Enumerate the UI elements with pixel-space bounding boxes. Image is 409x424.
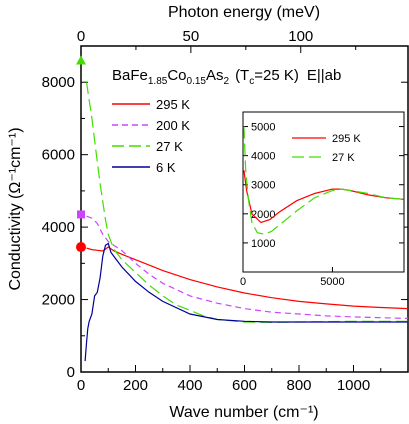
inset-y-tick-label: 3000	[251, 180, 275, 192]
inset-x-tick-label: 0	[240, 276, 246, 288]
x-tick-label: 200	[123, 377, 148, 394]
title-tc-value: =25 K)	[254, 67, 299, 84]
legend-label: 295 K	[156, 97, 190, 112]
title-co-subscript: 0.15	[187, 76, 207, 87]
series-line-6k	[84, 242, 408, 362]
legend-label: 6 K	[156, 160, 176, 175]
dc-marker-27k	[76, 55, 86, 65]
series-line-295k	[86, 246, 409, 310]
title-tc-open: (T	[235, 67, 249, 84]
y-tick-label: 6000	[42, 147, 75, 164]
inset-legend-label: 27 K	[332, 152, 355, 164]
x-tick-label: 0	[77, 377, 85, 394]
inset-series-line-295k	[243, 170, 405, 224]
x-tick-label: 600	[232, 377, 257, 394]
tick-group: 0 200 400 600 800 1000 0 2000 4000 6000 8000 0 50 100	[42, 28, 408, 394]
inset-series-line-27k	[243, 126, 405, 235]
y-tick-label: 8000	[42, 74, 75, 91]
inset-legend-label: 295 K	[332, 133, 361, 145]
title-polarization: E||ab	[307, 67, 341, 84]
title-fe-subscript: 1.85	[148, 76, 168, 87]
legend-label: 200 K	[156, 118, 190, 133]
inset-frame	[242, 111, 405, 273]
x-tick-label: 1000	[337, 377, 370, 394]
top-tick-label: 100	[288, 28, 313, 45]
title-co: Co	[167, 67, 186, 84]
x-tick-label: 400	[177, 377, 202, 394]
inset-x-tick-label: 5000	[320, 276, 344, 288]
inset-y-tick-label: 2000	[251, 209, 275, 221]
inset-series-group	[243, 126, 405, 235]
x-axis-title: Wave number (cm⁻¹)	[169, 404, 318, 421]
inset-legend: 295 K 27 K	[292, 133, 361, 164]
y-tick-label: 4000	[42, 219, 75, 236]
top-tick-label: 0	[77, 28, 85, 45]
y-axis-title: Conductivity (Ω⁻¹cm⁻¹)	[7, 127, 24, 290]
inset-tick-group: 0 5000 1000 2000 3000 4000 5000	[240, 122, 404, 288]
y-tick-label: 0	[67, 364, 75, 381]
top-axis-title: Photon energy (meV)	[168, 4, 320, 21]
title-tc-subscript: c	[249, 76, 254, 87]
series-line-200k	[86, 215, 409, 319]
legend-label: 27 K	[156, 139, 183, 154]
series-group	[84, 82, 409, 362]
dc-marker-295k	[76, 242, 86, 253]
top-tick-label: 50	[183, 28, 200, 45]
legend: 295 K 200 K 27 K 6 K	[112, 97, 190, 175]
inset-y-tick-label: 1000	[251, 238, 275, 250]
title-compound-ba-fe: BaFe	[112, 67, 148, 84]
chart-title: BaFe1.85Co0.15As2 (Tc=25 K) E||ab	[112, 67, 341, 87]
dc-marker-200k	[77, 210, 85, 219]
inset-y-tick-label: 4000	[251, 151, 275, 163]
title-as-subscript: 2	[224, 76, 230, 87]
title-as: As	[206, 67, 224, 84]
y-tick-label: 2000	[42, 292, 75, 309]
x-tick-label: 800	[286, 377, 311, 394]
inset-y-tick-label: 5000	[251, 122, 275, 134]
dc-marker-group	[76, 55, 86, 253]
